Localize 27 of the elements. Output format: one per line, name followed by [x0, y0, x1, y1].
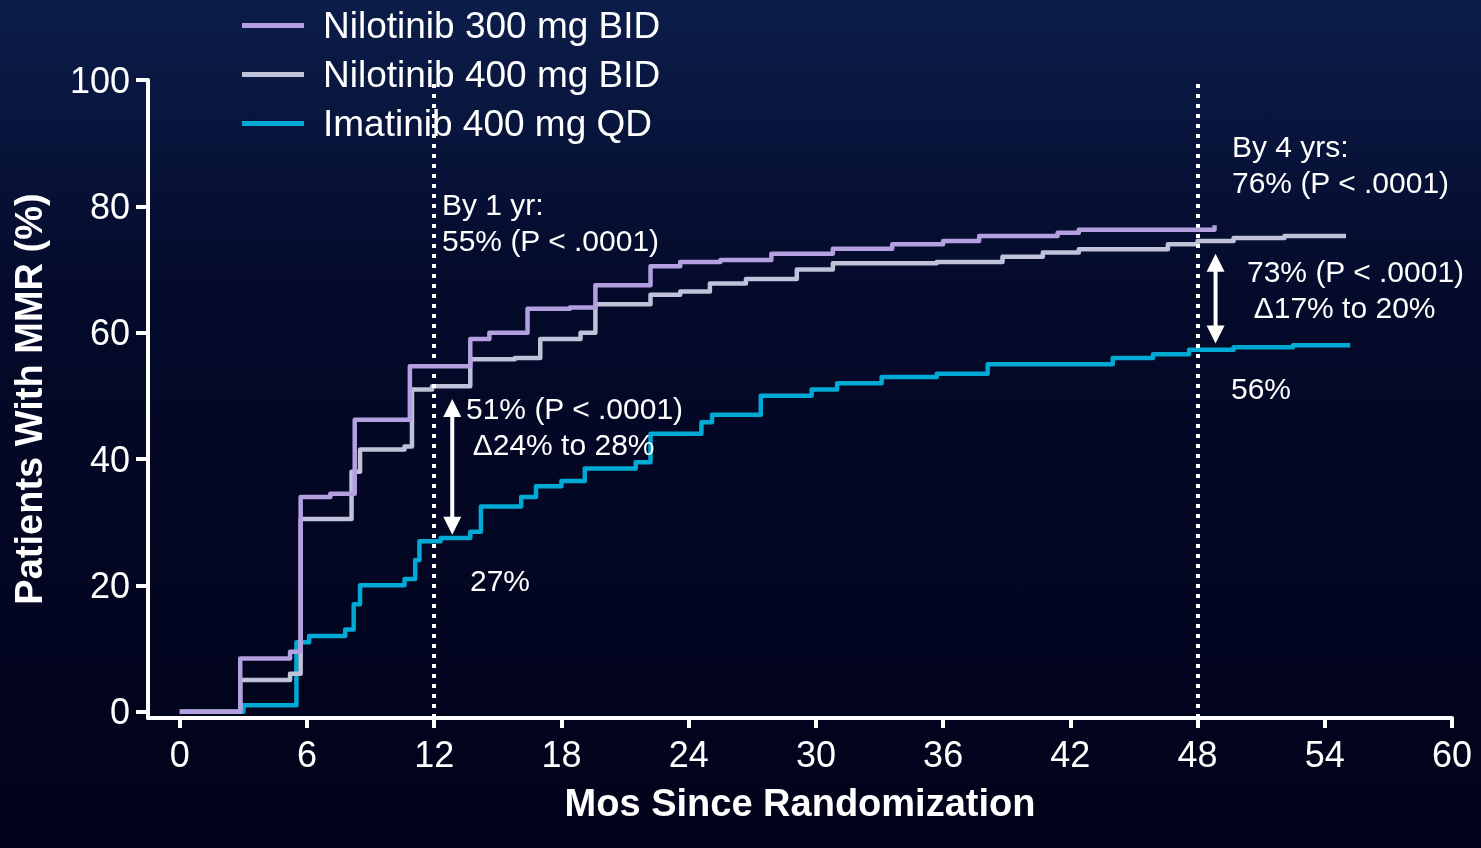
x-tick-label: 24: [668, 733, 709, 775]
x-tick-label: 12: [414, 733, 455, 775]
y-tick-label: 100: [69, 59, 130, 101]
x-axis-title: Mos Since Randomization: [564, 782, 1036, 824]
legend-label: Nilotinib 400 mg BID: [323, 54, 661, 95]
y-tick-label: 40: [89, 438, 130, 480]
y-axis-title: Patients With MMR (%): [8, 193, 50, 605]
annotation: 27%: [470, 563, 531, 597]
x-tick-label: 0: [169, 733, 190, 775]
x-tick-label: 48: [1177, 733, 1218, 775]
y-tick-label: 80: [89, 185, 130, 227]
legend-label: Nilotinib 300 mg BID: [323, 5, 661, 46]
annotation: By 4 yrs: 76% (P < .0001): [1232, 129, 1450, 199]
x-tick-label: 18: [541, 733, 582, 775]
x-tick-label: 6: [297, 733, 318, 775]
legend-label: Imatinib 400 mg QD: [323, 103, 653, 144]
y-tick-label: 0: [109, 691, 130, 733]
x-tick-label: 30: [795, 733, 836, 775]
annotation: 56%: [1231, 371, 1292, 405]
x-tick-label: 60: [1431, 733, 1473, 775]
annotation: 73% (P < .0001) Δ17% to 20%: [1247, 254, 1465, 324]
y-tick-label: 60: [89, 312, 130, 354]
annotation: By 1 yr: 55% (P < .0001): [442, 187, 660, 257]
x-tick-label: 54: [1304, 733, 1345, 775]
y-tick-label: 20: [89, 564, 130, 606]
x-tick-label: 36: [923, 733, 964, 775]
x-tick-label: 42: [1050, 733, 1091, 775]
